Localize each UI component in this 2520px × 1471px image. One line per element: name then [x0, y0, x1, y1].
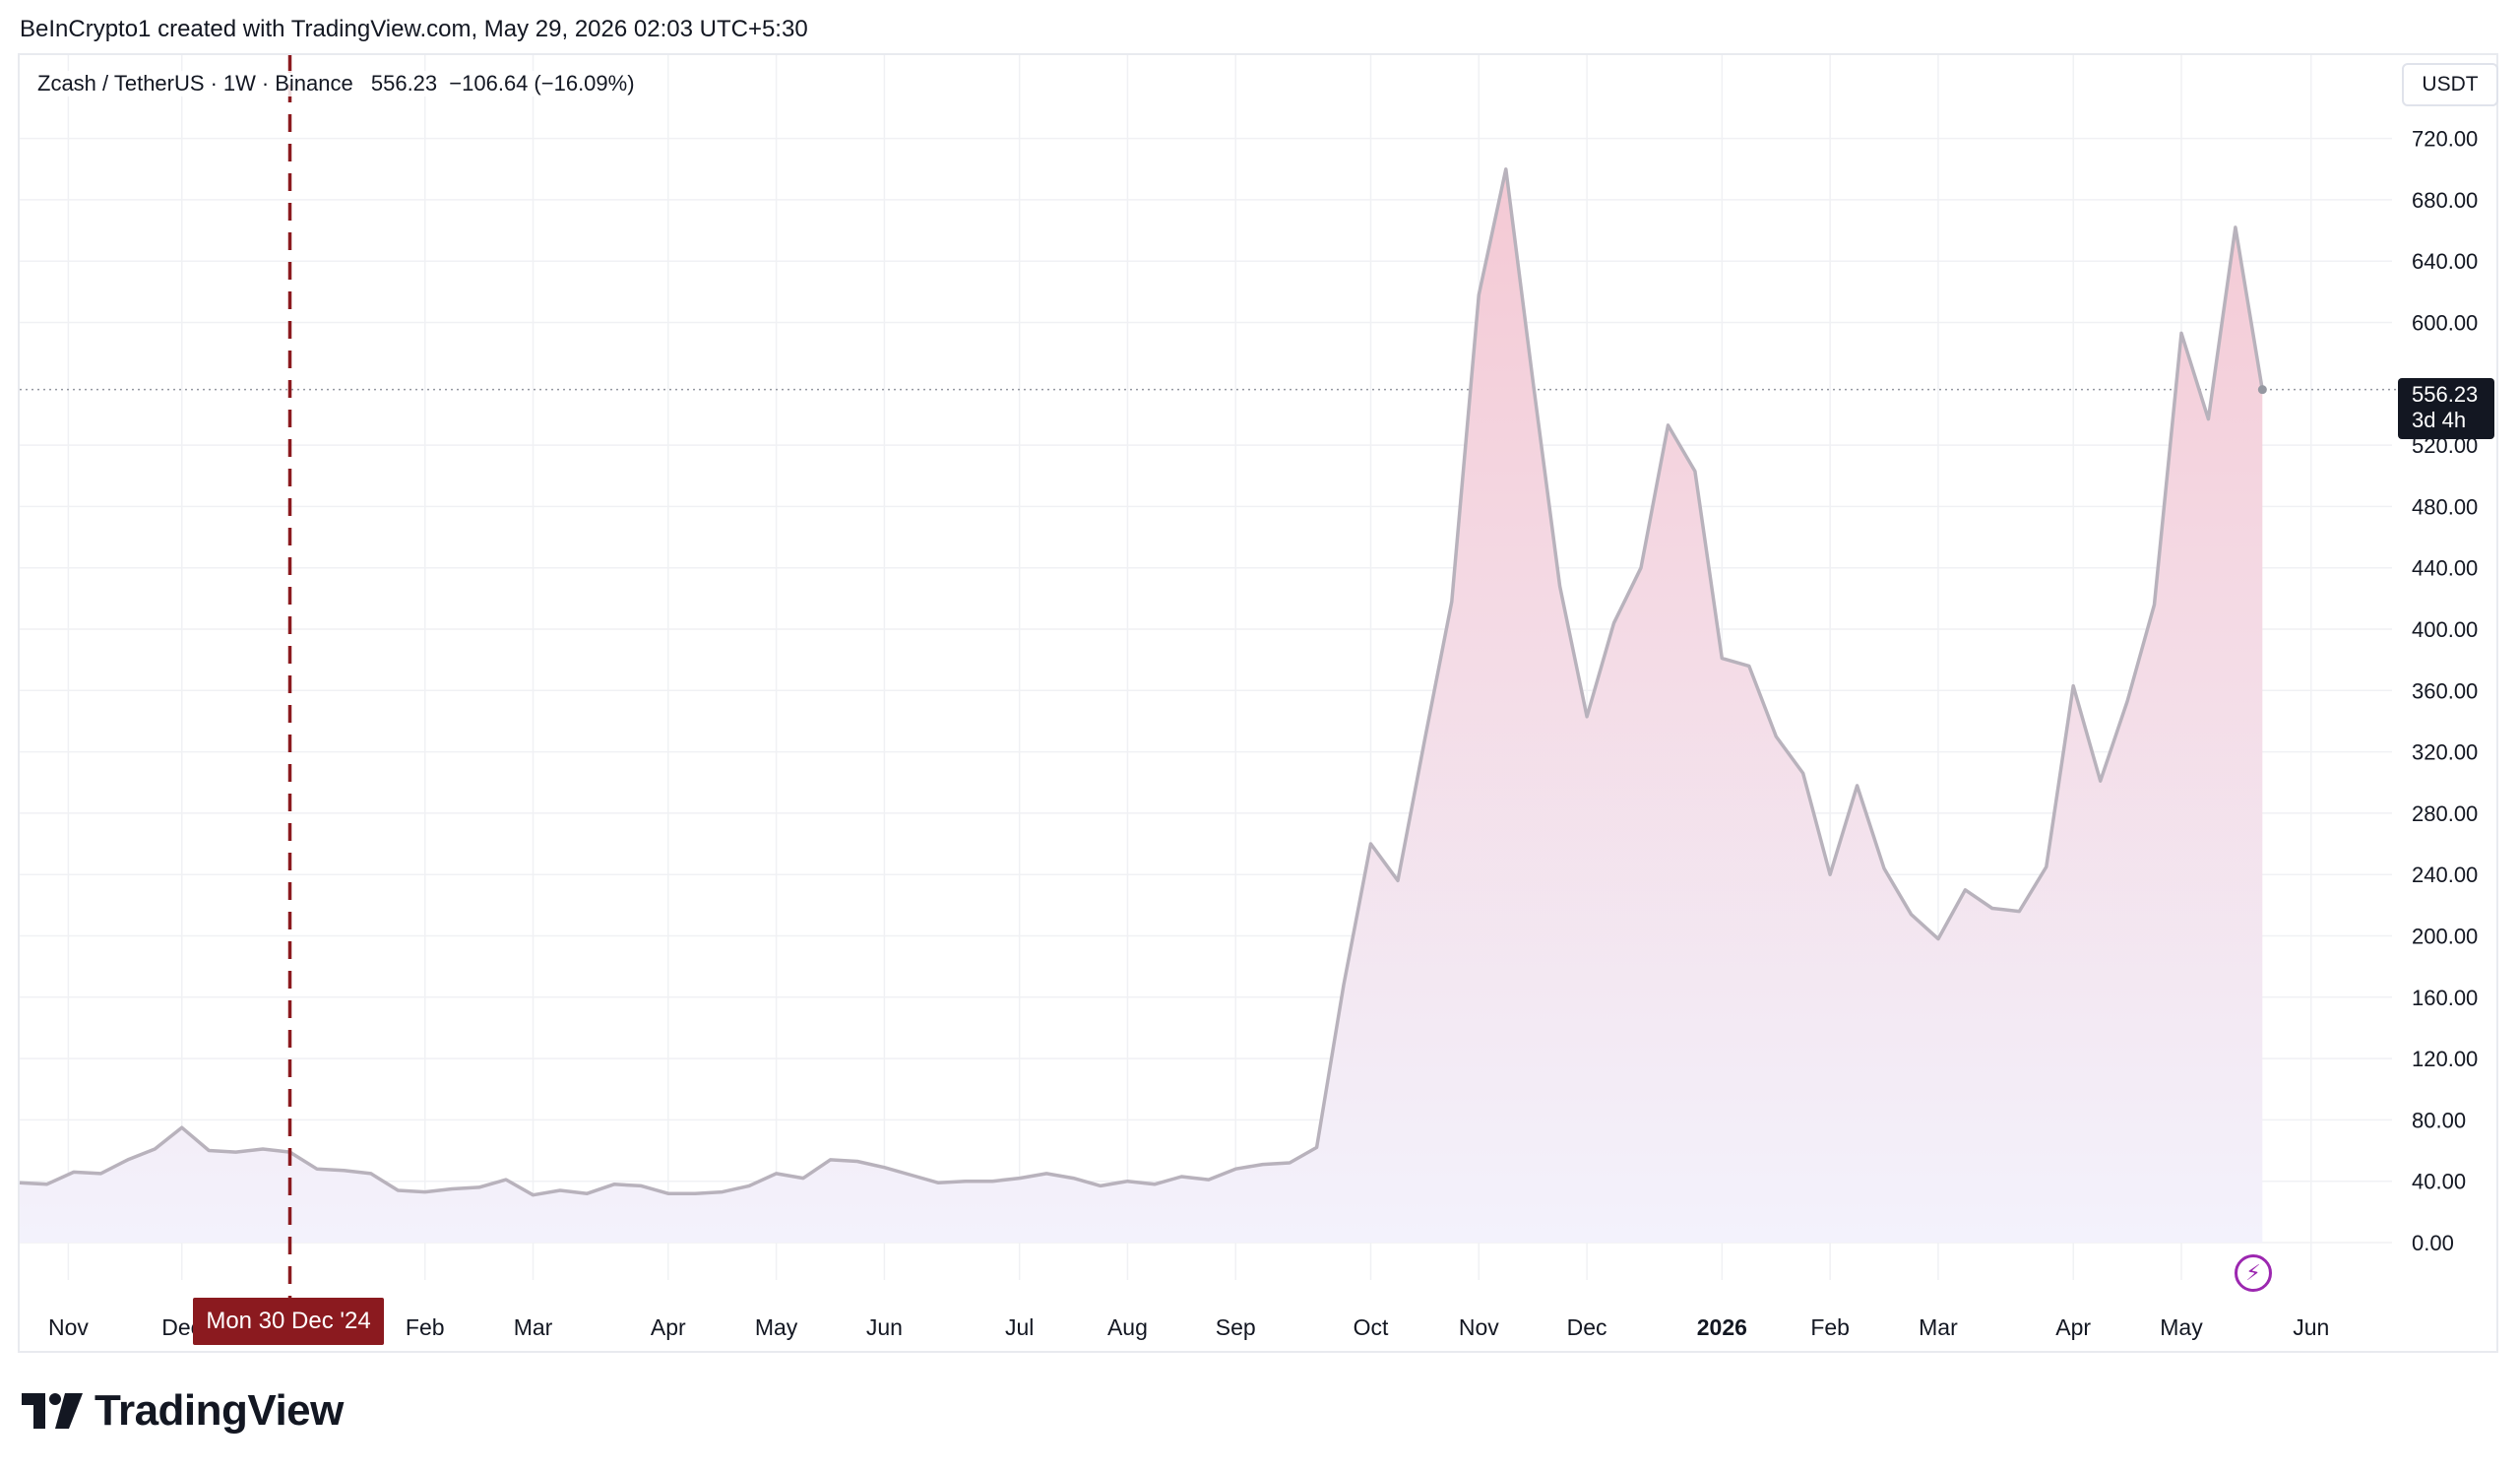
y-tick-label: 240.00 [2412, 863, 2478, 887]
bar-countdown: 3d 4h [2412, 408, 2467, 432]
attribution-text: BeInCrypto1 created with TradingView.com… [20, 16, 808, 42]
x-tick-label: Jun [2293, 1314, 2329, 1340]
x-tick-label: Nov [48, 1314, 89, 1340]
y-axis[interactable]: 720.00680.00640.00600.00520.00480.00440.… [2412, 127, 2478, 1255]
x-tick-label: May [2160, 1314, 2203, 1340]
last-price-dot [2257, 385, 2267, 395]
y-tick-label: 200.00 [2412, 925, 2478, 949]
crosshair-date-label: Mon 30 Dec '24 [193, 1298, 384, 1345]
y-tick-label: 600.00 [2412, 311, 2478, 336]
price-line [19, 167, 2267, 1197]
x-tick-label: Apr [651, 1314, 686, 1340]
lightning-bolt-icon[interactable]: ⚡ [2235, 1254, 2272, 1292]
tradingview-logo-icon [22, 1393, 83, 1429]
y-tick-label: 360.00 [2412, 678, 2478, 703]
x-tick-label: Jul [1005, 1314, 1034, 1340]
x-tick-label: Feb [1810, 1314, 1850, 1340]
legend-symbol[interactable]: Zcash / TetherUS [37, 71, 205, 96]
y-tick-label: 720.00 [2412, 127, 2478, 152]
x-axis[interactable]: Nov Dec Feb Mar Apr May Jun Jul Aug Sep Oct Nov Dec 2… [48, 1314, 2329, 1340]
y-tick-label: 680.00 [2412, 188, 2478, 213]
last-price-value: 556.23 [2412, 382, 2479, 407]
x-tick-label: Jun [866, 1314, 903, 1340]
tradingview-logo[interactable]: TradingView [22, 1386, 344, 1436]
legend-change-pct: (−16.09%) [534, 71, 635, 96]
legend-last-price: 556.23 [370, 71, 438, 96]
y-tick-label: 440.00 [2412, 556, 2478, 581]
y-tick-label: 480.00 [2412, 494, 2478, 519]
x-tick-label: Oct [1354, 1314, 1389, 1340]
y-tick-label: 400.00 [2412, 617, 2478, 642]
legend-change: −106.64 [449, 71, 529, 96]
price-series-line [19, 167, 2265, 1197]
y-tick-label: 160.00 [2412, 986, 2478, 1010]
last-price-tag: 556.23 3d 4h [2398, 378, 2494, 439]
y-tick-label: 280.00 [2412, 801, 2478, 826]
y-tick-label: 320.00 [2412, 740, 2478, 765]
x-tick-label: Sep [1216, 1314, 1256, 1340]
price-area-fill [20, 168, 2263, 1243]
x-tick-label: May [755, 1314, 798, 1340]
y-tick-label: 120.00 [2412, 1047, 2478, 1071]
grid-lines [20, 55, 2398, 1280]
chart-frame[interactable] [18, 53, 2498, 1353]
price-area [20, 168, 2263, 1243]
legend-exchange: Binance [275, 71, 353, 96]
symbol-legend[interactable]: Zcash / TetherUS · 1W · Binance 556.23 −106.… [33, 71, 645, 96]
x-tick-label: 2026 [1697, 1314, 1747, 1340]
y-tick-label: 640.00 [2412, 249, 2478, 274]
legend-interval[interactable]: 1W [222, 71, 256, 96]
logo-text: TradingView [94, 1386, 344, 1435]
x-tick-label: Apr [2055, 1314, 2091, 1340]
x-tick-label: Mar [1919, 1314, 1958, 1340]
x-tick-label: Dec [1567, 1314, 1607, 1340]
y-tick-label: 80.00 [2412, 1108, 2466, 1132]
x-tick-label: Nov [1459, 1314, 1499, 1340]
x-tick-label: Aug [1107, 1314, 1148, 1340]
x-tick-label: Feb [406, 1314, 445, 1340]
y-tick-label: 0.00 [2412, 1231, 2454, 1255]
y-tick-label: 40.00 [2412, 1170, 2466, 1194]
currency-button[interactable]: USDT [2402, 63, 2498, 106]
x-tick-label: Mar [514, 1314, 553, 1340]
